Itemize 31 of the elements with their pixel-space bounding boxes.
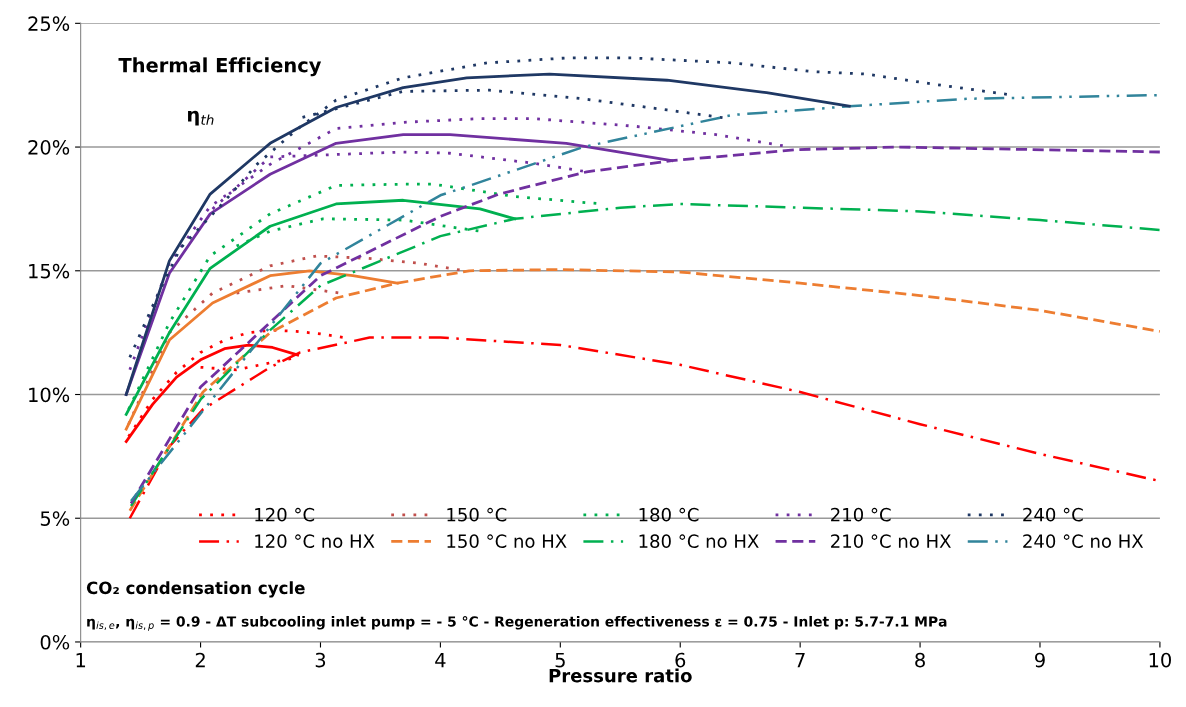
y-tick-label: 5% [40, 511, 70, 526]
legend-label: 180 °C [639, 507, 699, 522]
legend-label: 240 °C no HX [1023, 534, 1144, 548]
x-tick-label: 1 [76, 652, 86, 668]
x-tick-label: 6 [675, 652, 686, 668]
legend-label: 210 °C [831, 507, 891, 522]
legend-label: 120 °C no HX [255, 534, 375, 548]
legend-label: 180 °C no HX [639, 534, 759, 548]
y-tick-label: 10% [29, 387, 70, 403]
legend-label: 150 °C no HX [447, 534, 567, 548]
x-axis-title: Pressure ratio [549, 668, 692, 683]
x-tick-label: 4 [435, 652, 446, 668]
text: Thermal Efficiency [118, 57, 322, 77]
legend-label: 210 °C no HX [831, 534, 951, 548]
x-tick-label: 8 [915, 652, 925, 668]
x-tick-label: 9 [1035, 652, 1045, 668]
legend-label: 240 °C [1023, 507, 1083, 522]
x-tick-label: 7 [795, 652, 805, 668]
y-tick-label: 15% [29, 263, 70, 279]
legend-label: 120 °C [255, 507, 315, 522]
y-tick-label: 25% [28, 16, 70, 31]
annotation: η$_{is,e}$, η$_{is,p}$ = 0.9 - ΔT subcooling inlet pump = - 5 °C - Regeneration effectiveness ε = 0.75 - Inlet p: 5.7-7.1 MPa [87, 615, 947, 631]
x-tick-label: 3 [315, 652, 326, 668]
x-tick-label: 2 [195, 652, 205, 668]
legend-label: 150 °C [447, 507, 507, 522]
x-tick-label: 10 [1149, 652, 1171, 668]
y-tick-label: 0% [40, 634, 70, 650]
x-tick-label: 5 [555, 652, 565, 668]
text: η$_{th}$ [188, 110, 214, 126]
y-tick-label: 20% [28, 140, 70, 155]
annotation: CO₂ condensation cycle [86, 581, 305, 598]
